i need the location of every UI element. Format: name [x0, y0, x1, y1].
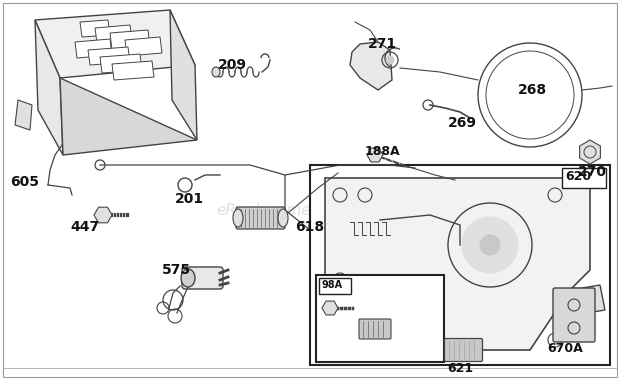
Text: 605: 605 — [10, 175, 39, 189]
Polygon shape — [35, 10, 195, 78]
FancyBboxPatch shape — [182, 267, 223, 289]
Text: 98A: 98A — [321, 280, 342, 290]
FancyBboxPatch shape — [359, 319, 391, 339]
Text: 209: 209 — [218, 58, 247, 72]
Text: 618: 618 — [295, 220, 324, 234]
Polygon shape — [325, 178, 590, 350]
Circle shape — [480, 235, 500, 255]
Ellipse shape — [278, 209, 288, 227]
Polygon shape — [170, 10, 197, 140]
Polygon shape — [95, 25, 132, 43]
Polygon shape — [60, 78, 197, 155]
Text: 447: 447 — [70, 220, 99, 234]
Circle shape — [386, 56, 394, 64]
Bar — [562, 168, 606, 188]
Bar — [319, 278, 351, 294]
Text: 188A: 188A — [365, 145, 401, 158]
Text: 268: 268 — [518, 83, 547, 97]
Text: 201: 201 — [175, 192, 204, 206]
Text: 621: 621 — [447, 362, 473, 375]
FancyBboxPatch shape — [236, 207, 285, 229]
Polygon shape — [125, 37, 162, 56]
FancyBboxPatch shape — [445, 339, 482, 361]
Ellipse shape — [181, 269, 195, 287]
Polygon shape — [570, 285, 605, 315]
Polygon shape — [112, 61, 154, 80]
Polygon shape — [15, 100, 32, 130]
Polygon shape — [35, 20, 63, 155]
Text: 270: 270 — [578, 165, 607, 179]
Polygon shape — [88, 47, 130, 65]
Text: 271: 271 — [368, 37, 397, 51]
Text: 269: 269 — [448, 116, 477, 130]
Polygon shape — [75, 39, 112, 58]
Polygon shape — [110, 30, 150, 50]
Text: 575: 575 — [162, 263, 191, 277]
Text: 670A: 670A — [547, 342, 583, 355]
Text: eReplacementParts.com: eReplacementParts.com — [216, 203, 404, 217]
Polygon shape — [80, 20, 110, 37]
Text: 620: 620 — [565, 170, 591, 183]
Ellipse shape — [233, 209, 243, 227]
Circle shape — [462, 217, 518, 273]
Polygon shape — [100, 54, 142, 73]
FancyBboxPatch shape — [553, 288, 595, 342]
Polygon shape — [350, 42, 392, 90]
Bar — [316, 275, 444, 362]
Ellipse shape — [212, 67, 220, 77]
Bar — [310, 165, 610, 365]
